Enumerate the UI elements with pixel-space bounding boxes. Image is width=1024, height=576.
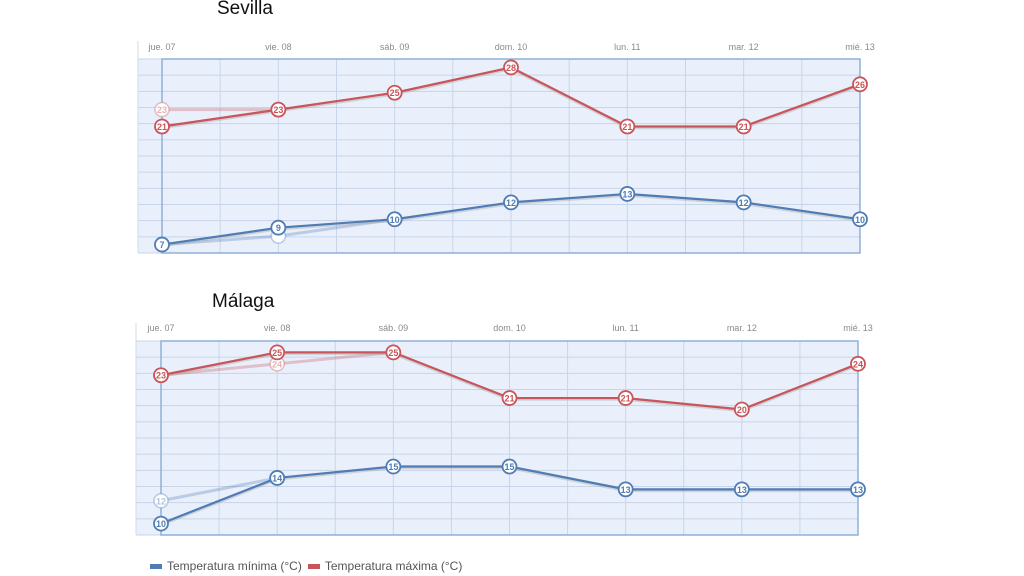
faded-data-label: 12	[156, 496, 166, 506]
x-tick-label: mié. 13	[843, 323, 873, 333]
data-point-marker	[386, 211, 403, 228]
data-point-marker	[733, 481, 750, 498]
data-point-marker	[501, 458, 518, 475]
legend-swatch-min	[150, 563, 162, 569]
data-point-marker	[385, 458, 402, 475]
faded-series-line	[160, 476, 278, 503]
data-point-marker	[619, 186, 636, 202]
data-label: 13	[622, 189, 632, 199]
faded-point-marker	[154, 101, 170, 118]
x-tick-label: jue. 07	[147, 42, 175, 52]
data-label: 13	[737, 485, 747, 495]
data-point-marker	[733, 401, 750, 418]
faded-data-label: 23	[157, 105, 167, 115]
data-label: 12	[506, 198, 516, 208]
data-point-marker	[503, 194, 519, 211]
data-label: 15	[504, 462, 514, 472]
data-point-marker	[501, 390, 518, 406]
chart-malaga: jue. 07 vie. 08 sáb. 09 dom. 10 lun. 11 mar. …	[135, 323, 873, 536]
data-point-marker	[154, 118, 170, 135]
data-label: 26	[855, 80, 865, 90]
data-point-marker	[619, 118, 636, 135]
x-tick-label: sáb. 09	[379, 323, 409, 333]
x-tick-label: lun. 11	[614, 42, 640, 52]
x-tick-label: vie. 08	[264, 323, 291, 333]
legend-item-max[interactable]: Temperatura máxima (°C)	[307, 559, 463, 573]
x-tick-label: sáb. 09	[380, 42, 410, 52]
data-label: 13	[621, 485, 631, 495]
chart-title-malaga: Málaga	[212, 291, 275, 312]
x-tick-label: dom. 10	[493, 323, 526, 333]
data-point-marker	[269, 470, 286, 486]
data-label: 13	[853, 485, 863, 495]
legend-item-min[interactable]: Temperatura mínima (°C)	[150, 559, 302, 573]
data-point-marker	[850, 481, 866, 498]
x-tick-label: mié. 13	[845, 42, 875, 52]
data-label: 7	[159, 240, 164, 250]
data-label: 10	[855, 215, 865, 225]
data-label: 24	[853, 359, 863, 369]
legend-swatch-max	[307, 563, 320, 569]
x-tick-label: dom. 10	[495, 42, 528, 52]
data-point-marker	[735, 118, 752, 135]
data-label: 23	[273, 105, 283, 115]
data-label: 21	[739, 122, 749, 132]
data-label: 20	[737, 405, 747, 415]
data-label: 21	[157, 122, 167, 132]
data-point-marker	[270, 219, 287, 236]
data-label: 25	[272, 348, 282, 358]
data-label: 15	[388, 462, 398, 472]
chart-sevilla: jue. 07 vie. 08 sáb. 09 dom. 10 lun. 11 mar. …	[137, 41, 875, 254]
data-label: 25	[388, 348, 398, 358]
data-point-marker	[617, 481, 634, 498]
data-point-marker	[617, 390, 634, 406]
faded-data-label: 24	[272, 359, 282, 369]
data-label: 25	[390, 88, 400, 98]
data-point-marker	[154, 236, 170, 253]
data-label: 10	[156, 519, 166, 529]
data-point-marker	[385, 344, 402, 361]
data-point-marker	[503, 59, 519, 76]
data-label: 28	[506, 63, 516, 73]
data-point-marker	[386, 84, 403, 101]
x-tick-label: jue. 07	[146, 323, 174, 333]
x-tick-label: mar. 12	[729, 42, 759, 52]
data-label: 21	[622, 122, 632, 132]
data-point-marker	[852, 76, 868, 93]
legend: Temperatura mínima (°C) Temperatura máxi…	[150, 559, 468, 573]
x-tick-label: vie. 08	[265, 42, 292, 52]
data-point-marker	[270, 101, 287, 118]
plot-frame	[160, 340, 859, 536]
data-label: 10	[390, 215, 400, 225]
faded-point-marker	[153, 492, 169, 509]
legend-label-min: Temperatura mínima (°C)	[167, 559, 302, 573]
plot-frame	[161, 58, 861, 254]
data-label: 21	[621, 394, 631, 404]
data-point-marker	[735, 194, 752, 211]
data-label: 12	[739, 198, 749, 208]
data-label: 9	[276, 223, 281, 233]
chart-title-sevilla: Sevilla	[217, 0, 273, 19]
data-label: 23	[156, 371, 166, 381]
data-point-marker	[269, 344, 286, 361]
data-label: 14	[272, 473, 282, 483]
x-tick-label: lun. 11	[612, 323, 638, 333]
legend-label-max: Temperatura máxima (°C)	[324, 559, 463, 573]
data-point-marker	[852, 211, 868, 228]
x-tick-label: mar. 12	[727, 323, 757, 333]
data-point-marker	[850, 355, 866, 372]
data-label: 21	[504, 394, 514, 404]
data-point-marker	[153, 515, 169, 532]
data-point-marker	[153, 367, 169, 384]
